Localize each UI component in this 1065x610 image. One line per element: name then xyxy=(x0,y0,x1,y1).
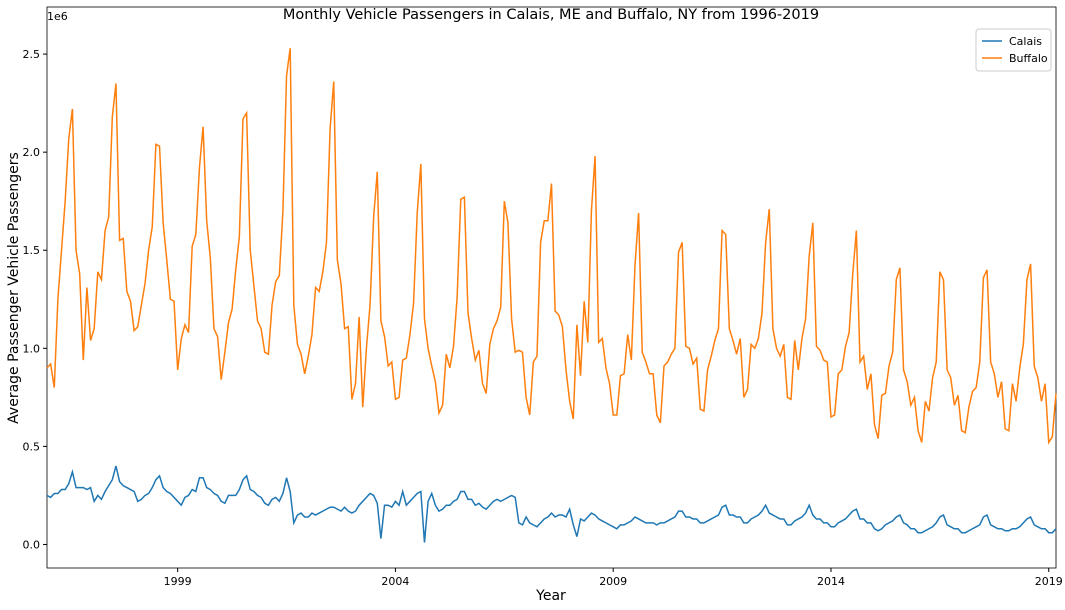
y-tick-label: 2.0 xyxy=(23,146,41,159)
series-line xyxy=(46,465,1057,543)
legend-box xyxy=(975,28,1052,72)
y-offset-label: 1e6 xyxy=(47,10,68,23)
legend-label: Calais xyxy=(1009,35,1042,48)
y-axis-label: Average Passenger Vehicle Passengers xyxy=(6,152,22,424)
plot-area xyxy=(46,6,1057,569)
x-tick-label: 2019 xyxy=(1035,575,1063,588)
series-line xyxy=(46,48,1057,445)
x-tick-label: 2014 xyxy=(817,575,845,588)
x-tick-label: 1999 xyxy=(164,575,192,588)
y-tick-label: 1.0 xyxy=(23,342,41,355)
x-tick-label: 2004 xyxy=(381,575,409,588)
y-tick-label: 1.5 xyxy=(23,244,41,257)
x-tick-label: 2009 xyxy=(599,575,627,588)
y-tick-label: 0.5 xyxy=(23,440,41,453)
y-tick-label: 0.0 xyxy=(23,538,41,551)
chart-title: Monthly Vehicle Passengers in Calais, ME… xyxy=(283,7,819,23)
legend-label: Buffalo xyxy=(1009,52,1048,65)
y-tick-label: 2.5 xyxy=(23,48,41,61)
x-axis-label: Year xyxy=(535,588,566,604)
